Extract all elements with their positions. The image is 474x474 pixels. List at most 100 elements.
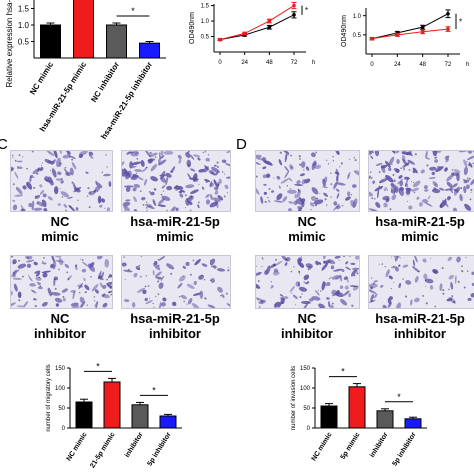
stained-cell: [213, 179, 218, 187]
membrane-pore: [408, 168, 411, 171]
y-tick-label: 1.5: [18, 4, 30, 13]
stained-cell: [26, 263, 32, 268]
stained-cell: [88, 151, 94, 156]
stained-cell: [296, 180, 301, 185]
stained-cell: [50, 264, 54, 269]
stained-cell: [349, 285, 359, 288]
stained-cell: [369, 175, 371, 180]
stained-cell: [215, 200, 219, 209]
membrane-pore: [470, 191, 472, 193]
stained-cell: [373, 280, 378, 283]
stained-cell: [212, 265, 217, 269]
membrane-pore: [135, 172, 138, 174]
stained-cell: [84, 284, 90, 291]
membrane-pore: [145, 290, 147, 292]
stained-cell: [436, 165, 442, 169]
membrane-pore: [12, 157, 14, 159]
bar: [73, 0, 94, 59]
membrane-pore: [425, 302, 428, 305]
stained-cell: [177, 154, 182, 160]
membrane-pore: [256, 265, 258, 267]
membrane-pore: [62, 295, 65, 298]
membrane-pore: [337, 152, 340, 154]
stained-cell: [403, 176, 410, 180]
membrane-pore: [444, 198, 447, 201]
x-tick-label: 48: [266, 60, 273, 66]
membrane-pore: [54, 287, 57, 290]
membrane-pore: [340, 162, 343, 165]
stained-cell: [32, 168, 41, 175]
stained-cell: [22, 185, 27, 190]
stained-cell: [345, 196, 351, 201]
membrane-pore: [77, 199, 79, 202]
membrane-pore: [461, 270, 464, 273]
stained-cell: [136, 287, 146, 293]
stained-cell: [329, 304, 334, 308]
stained-cell: [35, 276, 42, 281]
stained-cell: [140, 160, 145, 167]
stained-cell: [435, 166, 444, 172]
stained-cell: [380, 284, 384, 288]
stained-cell: [446, 181, 453, 188]
membrane-pore: [317, 289, 320, 291]
membrane-pore: [412, 181, 415, 184]
stained-cell: [395, 302, 401, 308]
stained-cell: [444, 188, 452, 191]
stained-cell: [198, 274, 205, 280]
stained-cell: [39, 184, 43, 188]
stained-cell: [209, 182, 214, 187]
membrane-pore: [106, 166, 108, 168]
membrane-pore: [207, 154, 210, 156]
stained-cell: [353, 170, 359, 176]
membrane-pore: [148, 297, 150, 299]
membrane-pore: [146, 210, 148, 211]
membrane-pore: [261, 265, 263, 268]
stained-cell: [89, 263, 93, 269]
stained-cell: [284, 170, 290, 179]
stained-cell: [69, 155, 76, 160]
stained-cell: [431, 171, 435, 176]
stained-cell: [61, 288, 69, 293]
y-axis-label: OD490nm: [189, 12, 196, 44]
stained-cell: [305, 166, 310, 171]
stained-cell: [341, 269, 345, 272]
membrane-pore: [290, 270, 293, 273]
stained-cell: [340, 298, 348, 306]
stained-cell: [424, 278, 434, 284]
stained-cell: [439, 283, 443, 292]
membrane-pore: [384, 265, 387, 268]
migration-bar-chart: 0 50 100 150 NC mimic 21-5p mimic inhibitor 5p …: [46, 361, 182, 469]
membrane-pore: [104, 207, 106, 209]
stained-cell: [311, 187, 319, 195]
membrane-pore: [127, 268, 130, 271]
membrane-pore: [425, 285, 427, 287]
stained-cell: [380, 164, 386, 174]
y-tick-label: 150: [55, 366, 66, 372]
membrane-pore: [86, 195, 89, 197]
membrane-pore: [157, 293, 160, 296]
stained-cell: [286, 256, 291, 262]
stained-cell: [402, 165, 405, 171]
stained-cell: [256, 154, 262, 159]
membrane-pore: [173, 187, 176, 190]
stained-cell: [83, 277, 86, 282]
data-point: [292, 3, 296, 8]
stained-cell: [159, 155, 165, 159]
stained-cell: [454, 275, 457, 284]
stained-cell: [470, 178, 474, 186]
stained-cell: [106, 207, 111, 211]
stained-cell: [54, 297, 63, 303]
stained-cell: [301, 178, 306, 185]
stained-cell: [458, 151, 468, 153]
stained-cell: [130, 175, 138, 180]
stained-cell: [221, 159, 227, 164]
micrograph-cells: [369, 151, 474, 211]
stained-cell: [422, 258, 427, 263]
x-tick-label: NC mimic: [28, 60, 55, 97]
membrane-pore: [286, 185, 289, 187]
stained-cell: [17, 166, 20, 170]
stained-cell: [309, 202, 315, 207]
membrane-pore: [422, 294, 425, 297]
membrane-pore: [289, 188, 291, 190]
x-tick-label: 24: [241, 60, 248, 66]
